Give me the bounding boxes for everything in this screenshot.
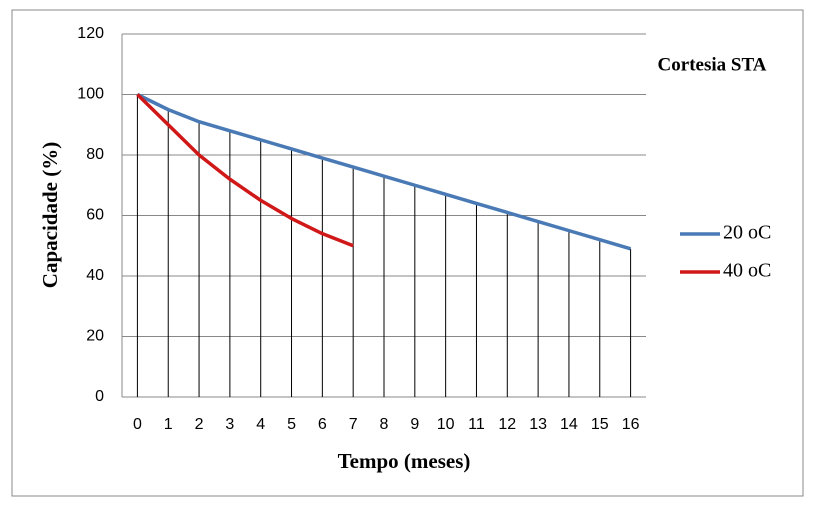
x-tick-label: 11 [468,416,485,433]
y-tick-label: 0 [95,388,104,405]
series-line [136,92,632,251]
y-tick-label: 60 [86,207,104,224]
x-tick-label: 15 [591,416,609,433]
x-tick-label: 13 [529,416,547,433]
x-tick-label: 12 [498,416,516,433]
y-tick-label: 80 [86,146,104,163]
chart-frame [11,9,804,497]
annotation: Cortesia STA [658,54,767,75]
y-tick-label: 40 [86,267,104,284]
y-tick-label: 120 [77,25,104,42]
x-tick-label: 8 [380,416,389,433]
x-tick-label: 6 [318,416,327,433]
x-tick-label: 4 [256,416,265,433]
x-tick-label: 3 [225,416,234,433]
legend-label: 40 oC [723,260,771,282]
x-tick-label: 2 [195,416,204,433]
x-axis-title: Tempo (meses) [338,449,471,473]
x-tick-label: 14 [560,416,578,433]
y-axis-title: Capacidade (%) [38,142,62,288]
x-tick-label: 7 [349,416,358,433]
x-tick-label: 10 [437,416,455,433]
legend-label: 20 oC [723,222,771,244]
x-tick-label: 16 [622,416,640,433]
x-tick-label: 9 [410,416,419,433]
series-line [136,93,354,248]
x-tick-label: 1 [164,416,173,433]
y-tick-label: 20 [86,328,104,345]
x-tick-label: 5 [287,416,296,433]
x-tick-label: 0 [133,416,142,433]
y-tick-label: 100 [77,86,104,103]
